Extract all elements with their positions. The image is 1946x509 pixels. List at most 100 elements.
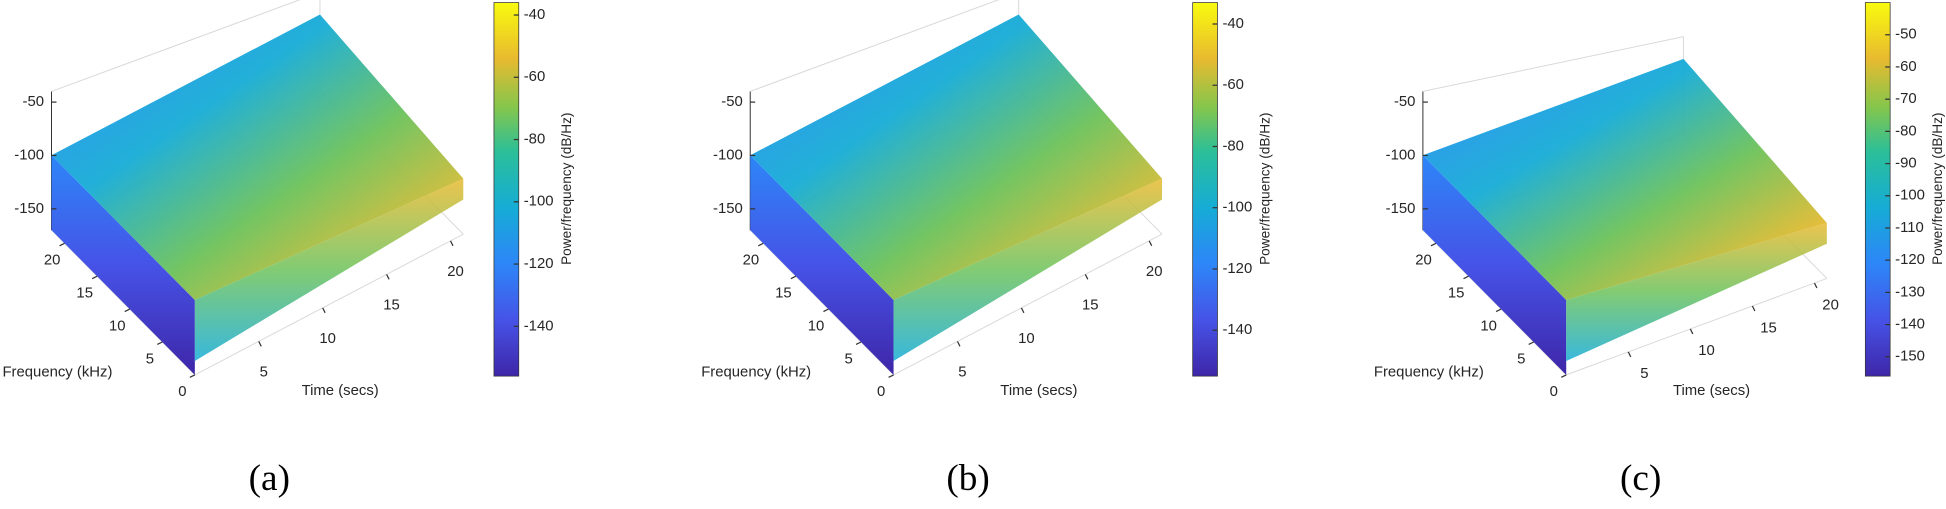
- colorbar-tick-label: -130: [1895, 284, 1925, 300]
- colorbar-tick-label: -120: [1895, 252, 1925, 268]
- y-tick: [91, 275, 98, 280]
- x-tick: [1020, 307, 1025, 314]
- box-edge: [750, 0, 1000, 92]
- z-tick-label: -150: [713, 201, 743, 217]
- x-tick: [258, 341, 262, 347]
- x-tick: [322, 307, 326, 314]
- surface-top: [1422, 58, 1827, 300]
- x-axis-label: Time (secs): [302, 383, 379, 399]
- box-edge: [51, 0, 301, 92]
- z-tick-label: -100: [713, 147, 743, 163]
- caption: (c): [1620, 458, 1661, 499]
- y-tick: [157, 341, 163, 346]
- x-tick: [1751, 305, 1756, 312]
- colorbar-tick-label: -60: [524, 69, 546, 85]
- z-tick-label: -150: [14, 201, 44, 217]
- colorbar-label: Power/frequency (dB/Hz): [1930, 113, 1945, 265]
- surface-left: [750, 155, 894, 375]
- colorbar-tick-label: -60: [1895, 59, 1917, 75]
- y-tick-label: 0: [877, 384, 885, 400]
- colorbar-tick-label: -90: [1895, 156, 1917, 172]
- x-axis-label: Time (secs): [1673, 383, 1750, 399]
- surface-front: [1566, 222, 1827, 362]
- x-tick-label: 20: [1822, 297, 1839, 313]
- y-tick-label: 20: [1415, 253, 1432, 269]
- x-tick-label: 20: [447, 264, 464, 280]
- y-tick-label: 10: [109, 318, 126, 334]
- z-tick-label: -150: [1386, 201, 1416, 217]
- z-tick-label: -100: [1386, 147, 1416, 163]
- colorbar-tick-label: -100: [524, 194, 554, 210]
- surface-top: [750, 14, 1163, 300]
- colorbar: [1864, 2, 1891, 377]
- colorbar: [493, 2, 520, 377]
- colorbar-tick-label: -50: [1895, 27, 1917, 43]
- caption: (a): [249, 458, 290, 499]
- colorbar-tick-label: -150: [1895, 349, 1925, 365]
- colorbar-tick-label: -80: [1895, 123, 1917, 139]
- colorbar-tick-label: -100: [1895, 188, 1925, 204]
- y-tick-label: 5: [844, 351, 852, 367]
- y-tick: [823, 308, 829, 313]
- x-tick-label: 15: [1082, 297, 1099, 313]
- colorbar-tick-label: -140: [524, 318, 554, 334]
- y-tick: [758, 242, 764, 247]
- colorbar: [1192, 2, 1218, 377]
- surface-left: [51, 155, 195, 375]
- x-tick: [956, 341, 961, 347]
- y-tick: [124, 308, 130, 313]
- y-tick: [1528, 341, 1534, 346]
- colorbar-tick-label: -80: [524, 131, 546, 147]
- y-tick: [855, 341, 862, 346]
- x-tick: [1813, 282, 1818, 289]
- x-tick: [1084, 274, 1089, 280]
- surface-front: [194, 178, 464, 362]
- x-tick: [1627, 351, 1632, 358]
- box-edge: [1566, 277, 1828, 376]
- y-tick-label: 10: [1480, 318, 1497, 334]
- x-tick-label: 15: [383, 297, 400, 313]
- y-tick: [1495, 308, 1502, 313]
- box-edge: [194, 233, 464, 376]
- y-tick-label: 5: [1517, 351, 1525, 367]
- colorbar-tick-label: -40: [1222, 16, 1244, 32]
- x-tick-label: 5: [958, 364, 966, 380]
- x-tick-label: 5: [1640, 366, 1648, 382]
- y-tick-label: 15: [775, 286, 792, 302]
- x-axis-label: Time (secs): [1000, 383, 1077, 399]
- y-tick: [189, 374, 196, 378]
- y-tick: [1560, 374, 1567, 378]
- z-tick-label: -50: [1394, 94, 1416, 110]
- colorbar-tick-label: -70: [1895, 91, 1917, 107]
- x-tick: [386, 274, 390, 280]
- y-tick: [888, 374, 894, 378]
- y-axis-label: Frequency (kHz): [701, 364, 811, 380]
- surface-front: [893, 178, 1163, 362]
- surface-left: [1422, 155, 1567, 375]
- colorbar-tick-label: -140: [1895, 317, 1925, 333]
- y-tick: [790, 275, 797, 280]
- colorbar-tick-label: -120: [1222, 261, 1252, 277]
- caption: (b): [946, 458, 989, 499]
- x-tick-label: 10: [1698, 343, 1715, 359]
- y-tick-label: 5: [146, 351, 154, 367]
- colorbar-tick-label: -110: [1895, 220, 1924, 236]
- box-edge: [1422, 36, 1684, 92]
- y-tick-label: 20: [44, 253, 61, 269]
- y-tick: [1463, 275, 1469, 280]
- y-tick-label: 15: [76, 286, 93, 302]
- x-tick: [449, 240, 454, 247]
- x-tick-label: 10: [1018, 331, 1035, 347]
- colorbar-tick-label: -140: [1222, 322, 1252, 338]
- z-tick-label: -50: [721, 94, 743, 110]
- colorbar-tick-label: -60: [1222, 77, 1244, 93]
- colorbar-label: Power/frequency (dB/Hz): [1258, 113, 1273, 265]
- y-tick-label: 0: [178, 384, 186, 400]
- x-tick-label: 15: [1760, 320, 1777, 336]
- y-tick-label: 0: [1550, 384, 1558, 400]
- x-tick-label: 20: [1146, 264, 1163, 280]
- z-tick-label: -100: [14, 147, 44, 163]
- y-tick-label: 15: [1448, 286, 1465, 302]
- y-tick-label: 20: [743, 253, 760, 269]
